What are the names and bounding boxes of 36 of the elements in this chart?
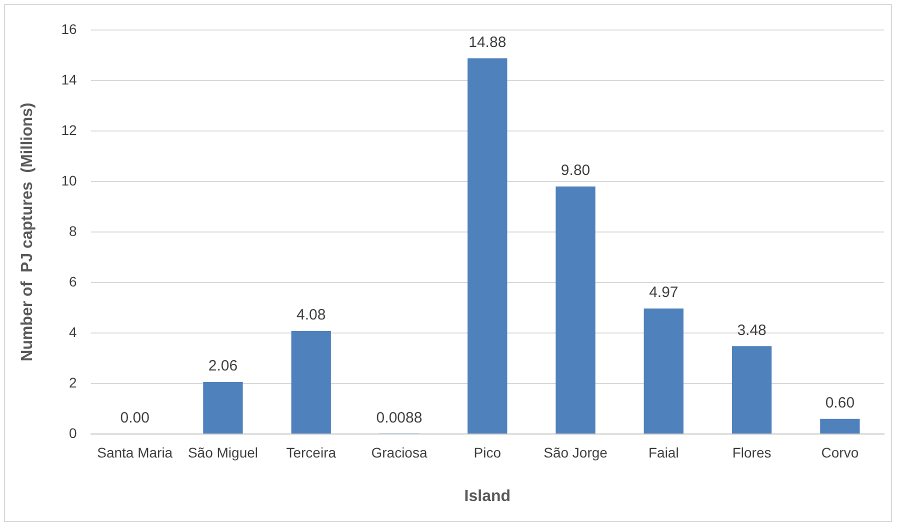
- y-tick-label: 8: [68, 222, 77, 239]
- x-tick-label: Santa Maria: [97, 444, 173, 460]
- x-tick-label: São Miguel: [188, 444, 258, 460]
- data-label: 4.08: [296, 306, 326, 324]
- y-tick-label: 12: [61, 122, 77, 138]
- x-tick-label: Terceira: [286, 444, 336, 460]
- x-tick-label: Corvo: [821, 444, 859, 460]
- bar: [644, 308, 684, 434]
- y-axis-title: Number of PJ captures (Millions): [19, 102, 36, 362]
- x-tick-label: São Jorge: [544, 444, 608, 460]
- y-tick-label: 6: [68, 273, 77, 290]
- x-tick-label: Faial: [648, 444, 679, 460]
- y-tick-label: 14: [61, 71, 77, 88]
- bar: [820, 418, 860, 434]
- data-label: 3.48: [737, 322, 766, 339]
- bar: [291, 330, 331, 434]
- x-tick-label: Flores: [732, 444, 772, 460]
- x-axis-title: Island: [464, 488, 511, 505]
- data-label: 9.80: [560, 162, 590, 180]
- data-label: 4.97: [649, 284, 678, 302]
- y-tick-label: 0: [68, 424, 77, 441]
- y-tick-label: 10: [61, 172, 77, 188]
- bar: [556, 186, 596, 434]
- y-tick-label: 16: [61, 20, 77, 37]
- y-tick-label: 2: [68, 374, 77, 390]
- x-tick-label: Pico: [474, 444, 502, 460]
- data-label: 14.88: [468, 34, 506, 51]
- bar: [732, 346, 772, 434]
- y-tick-label: 4: [68, 324, 77, 340]
- data-label: 0.00: [120, 410, 150, 427]
- data-label: 2.06: [208, 358, 238, 375]
- bar: [468, 58, 508, 434]
- x-tick-label: Graciosa: [371, 444, 428, 460]
- data-label: 0.60: [825, 394, 855, 412]
- bar: [203, 382, 243, 434]
- data-label: 0.0088: [376, 409, 422, 426]
